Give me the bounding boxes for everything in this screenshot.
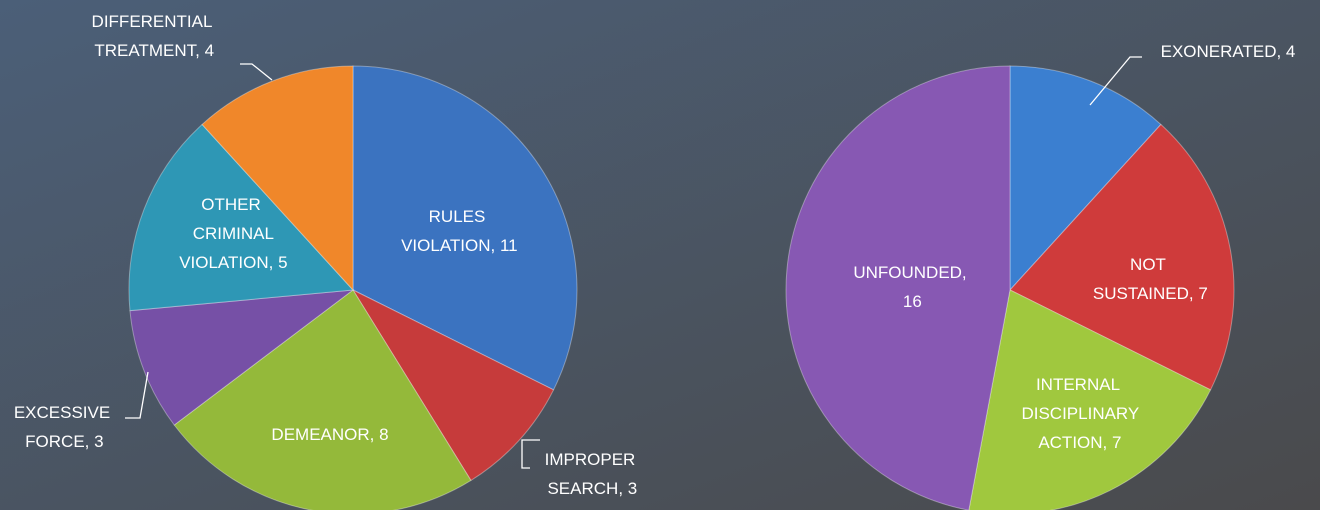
pie-slice — [352, 65, 578, 391]
data-label: NOT SUSTAINED, 7 — [1088, 255, 1208, 303]
pie-slice — [1009, 65, 1162, 292]
data-label: OTHER CRIMINAL VIOLATION, 5 — [174, 195, 287, 272]
pie-slice — [128, 123, 355, 312]
pie-slice — [201, 65, 354, 292]
leader-line — [240, 63, 273, 81]
pie-slice — [968, 289, 1212, 510]
leader-line — [1089, 56, 1142, 106]
pie-slice — [129, 289, 355, 426]
data-label: EXONERATED, 4 — [1161, 42, 1296, 61]
data-label: RULES VIOLATION, 11 — [396, 207, 517, 255]
data-label: INTERNAL DISCIPLINARY ACTION, 7 — [1017, 375, 1140, 452]
data-label: DEMEANOR, 8 — [271, 425, 388, 444]
data-label: DIFFERENTIAL TREATMENT, 4 — [90, 12, 214, 60]
leader-line — [125, 371, 149, 419]
pie-slice — [785, 65, 1011, 510]
leader-line — [521, 439, 540, 469]
data-label: EXCESSIVE FORCE, 3 — [14, 403, 110, 451]
data-label: UNFOUNDED, 16 — [853, 263, 966, 311]
pie-slice — [173, 289, 472, 510]
pie-slice — [351, 288, 555, 482]
data-label: IMPROPER SEARCH, 3 — [543, 450, 637, 498]
pie-slice — [1009, 123, 1235, 391]
